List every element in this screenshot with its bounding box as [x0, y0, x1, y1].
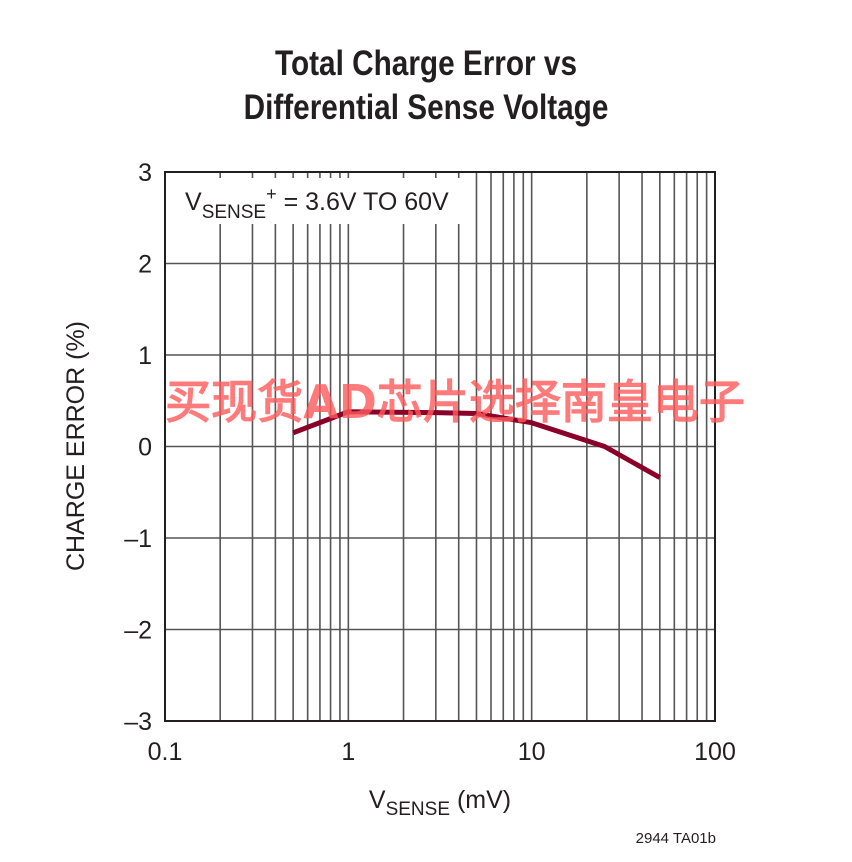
y-tick-label: 2	[138, 251, 152, 279]
x-axis-label: VSENSE (mV)	[369, 786, 511, 820]
y-tick-label: 0	[138, 434, 152, 462]
plot-frame	[164, 171, 716, 722]
y-tick-label: –2	[124, 617, 152, 645]
y-tick-label: 3	[138, 159, 152, 187]
watermark: 买现货AD芯片选择南皇电子	[165, 375, 745, 429]
annotation-background	[173, 178, 473, 224]
y-tick-label: 1	[138, 342, 152, 370]
x-tick-label: 100	[694, 738, 736, 766]
footnote: 2944 TA01b	[636, 830, 716, 847]
chart-title-line2: Differential Sense Voltage	[243, 88, 609, 127]
y-axis-label: CHARGE ERROR (%)	[62, 321, 90, 571]
chart-title-line1: Total Charge Error vs	[275, 44, 577, 83]
annotation: VSENSE+ = 3.6V TO 60V	[185, 184, 449, 223]
x-tick-label: 10	[518, 738, 546, 766]
y-tick-label: –1	[124, 525, 152, 553]
y-tick-label: –3	[124, 708, 152, 736]
x-tick-label: 0.1	[148, 738, 183, 766]
x-tick-label: 1	[341, 738, 355, 766]
